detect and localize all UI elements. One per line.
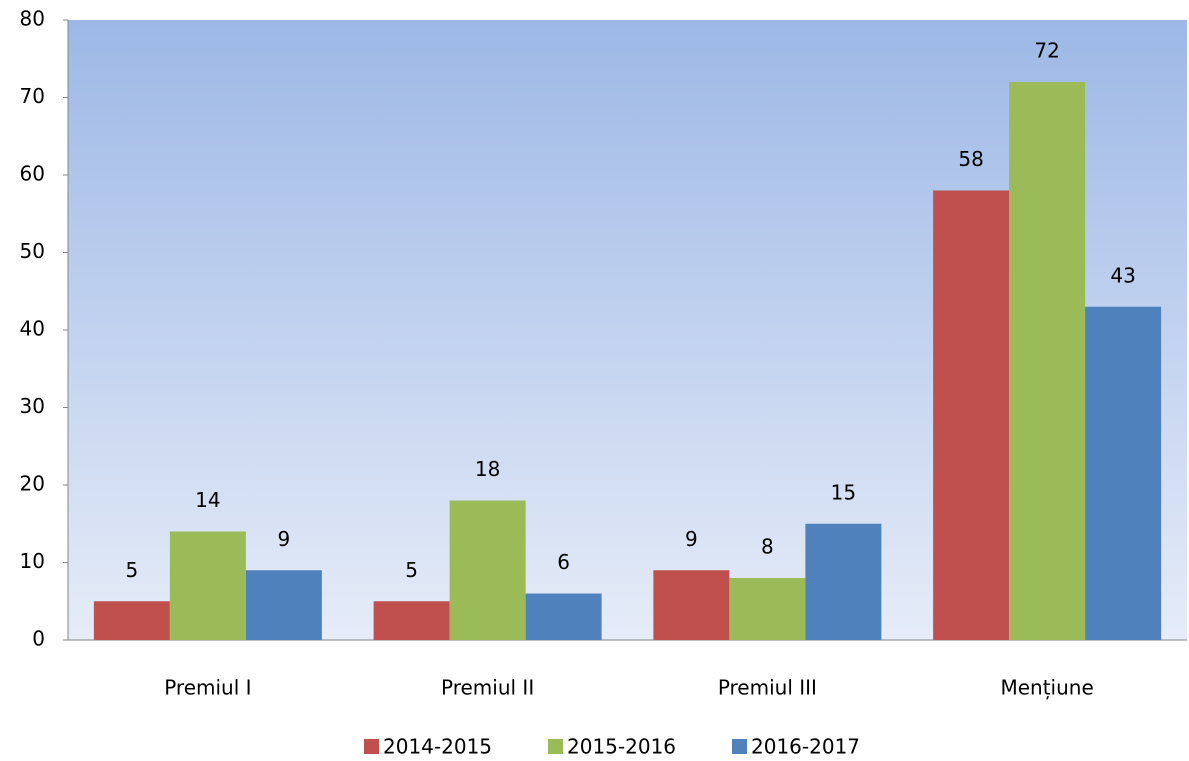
x-tick-label: Premiul II: [441, 676, 534, 700]
data-label: 58: [958, 147, 983, 171]
data-label: 43: [1110, 263, 1135, 287]
bar: [93, 601, 170, 640]
legend-swatch: [732, 739, 747, 754]
x-tick-label: Mențiune: [1000, 676, 1093, 700]
bar: [245, 570, 322, 640]
bar: [1085, 306, 1162, 640]
y-tick-label: 10: [20, 549, 45, 573]
data-label: 14: [195, 488, 220, 512]
data-label: 5: [126, 558, 139, 582]
data-label: 8: [761, 535, 774, 559]
data-label: 5: [405, 558, 418, 582]
legend-label: 2014-2015: [383, 735, 492, 759]
bar: [169, 531, 246, 640]
bar: [525, 593, 602, 640]
data-label: 9: [278, 527, 291, 551]
y-tick-label: 40: [20, 317, 45, 341]
data-label: 72: [1034, 39, 1059, 63]
bar: [1009, 82, 1086, 640]
y-tick-label: 70: [20, 84, 45, 108]
x-tick-label: Premiul III: [718, 676, 817, 700]
legend-swatch: [364, 739, 379, 754]
legend-label: 2015-2016: [567, 735, 676, 759]
bar: [805, 523, 882, 640]
bar: [653, 570, 730, 640]
data-label: 18: [475, 457, 500, 481]
y-tick-label: 20: [20, 472, 45, 496]
y-tick-label: 80: [20, 7, 45, 31]
y-tick-label: 0: [32, 627, 45, 651]
x-tick-label: Premiul I: [164, 676, 251, 700]
data-label: 6: [557, 550, 570, 574]
legend-swatch: [548, 739, 563, 754]
y-tick-label: 50: [20, 239, 45, 263]
legend-label: 2016-2017: [751, 735, 860, 759]
y-tick-label: 60: [20, 162, 45, 186]
y-tick-label: 30: [20, 394, 45, 418]
bar: [373, 601, 450, 640]
data-label: 15: [831, 480, 856, 504]
bar: [729, 578, 806, 640]
data-label: 9: [685, 527, 698, 551]
bar: [449, 500, 526, 640]
bar: [933, 190, 1010, 640]
